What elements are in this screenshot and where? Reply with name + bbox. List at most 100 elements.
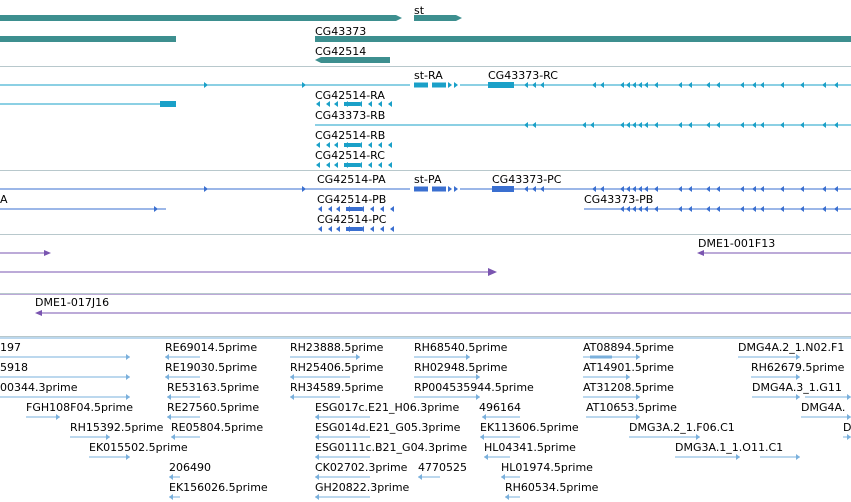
strand-arrow[interactable] <box>706 206 710 212</box>
strand-arrow[interactable] <box>638 186 642 192</box>
strand-arrow[interactable] <box>688 186 692 192</box>
strand-arrow[interactable] <box>204 82 208 88</box>
est-label[interactable]: RH60534.5prime <box>505 481 599 494</box>
strand-arrow[interactable] <box>780 122 784 128</box>
strand-arrow[interactable] <box>626 374 630 380</box>
strand-arrow[interactable] <box>632 186 636 192</box>
strand-arrow[interactable] <box>796 354 800 360</box>
strand-arrow[interactable] <box>636 414 640 420</box>
strand-arrow[interactable] <box>847 394 851 400</box>
strand-arrow[interactable] <box>476 374 480 380</box>
est-label[interactable]: 496164 <box>479 401 521 414</box>
transcript-label-st-ra[interactable]: st-RA <box>414 69 443 82</box>
strand-arrow[interactable] <box>752 82 756 88</box>
strand-arrow[interactable] <box>448 186 452 192</box>
transcript-label-cg43373-rc[interactable]: CG43373-RC <box>488 69 558 82</box>
strand-arrow[interactable] <box>56 414 60 420</box>
strand-arrow[interactable] <box>600 82 604 88</box>
strand-arrow[interactable] <box>620 186 624 192</box>
strand-arrow[interactable] <box>390 226 394 232</box>
exon-block[interactable] <box>344 163 360 167</box>
est-label[interactable]: HL04341.5prime <box>484 441 576 454</box>
strand-arrow[interactable] <box>834 186 838 192</box>
strand-arrow[interactable] <box>326 142 330 148</box>
strand-arrow[interactable] <box>644 206 648 212</box>
strand-arrow[interactable] <box>380 206 384 212</box>
strand-arrow[interactable] <box>505 494 509 500</box>
strand-arrow[interactable] <box>592 186 596 192</box>
strand-arrow[interactable] <box>106 434 110 440</box>
strand-arrow[interactable] <box>638 122 642 128</box>
strand-arrow[interactable] <box>620 206 624 212</box>
strand-arrow[interactable] <box>315 414 319 420</box>
strand-arrow[interactable] <box>626 82 630 88</box>
strand-arrow[interactable] <box>167 394 171 400</box>
strand-arrow[interactable] <box>822 122 826 128</box>
strand-arrow[interactable] <box>716 82 720 88</box>
est-label[interactable]: GH20822.3prime <box>315 481 410 494</box>
strand-arrow[interactable] <box>592 82 596 88</box>
strand-arrow[interactable] <box>716 122 720 128</box>
strand-arrow[interactable] <box>760 206 764 212</box>
est-label[interactable]: RH62679.5prime <box>751 361 845 374</box>
clone-label-dme1-001f13[interactable]: DME1-001F13 <box>698 237 776 250</box>
strand-arrow[interactable] <box>590 122 594 128</box>
strand-arrow[interactable] <box>154 206 158 212</box>
strand-arrow[interactable] <box>847 434 851 440</box>
exon-block[interactable] <box>488 82 514 88</box>
est-label[interactable]: RP004535944.5prime <box>414 381 534 394</box>
strand-arrow[interactable] <box>532 82 536 88</box>
strand-arrow[interactable] <box>126 354 130 360</box>
protein-label-a[interactable]: A <box>0 193 8 206</box>
strand-arrow[interactable] <box>126 374 130 380</box>
strand-arrow[interactable] <box>488 268 497 276</box>
strand-arrow[interactable] <box>388 142 392 148</box>
strand-arrow[interactable] <box>524 122 528 128</box>
gene-label-st[interactable]: st <box>414 4 425 17</box>
gene-bar[interactable] <box>0 15 396 21</box>
gene-label-cg42514[interactable]: CG42514 <box>315 45 367 58</box>
strand-arrow[interactable] <box>302 186 306 192</box>
strand-arrow[interactable] <box>800 186 804 192</box>
strand-arrow[interactable] <box>847 414 851 420</box>
strand-arrow[interactable] <box>165 354 169 360</box>
strand-arrow[interactable] <box>169 494 173 500</box>
strand-arrow[interactable] <box>800 82 804 88</box>
est-label[interactable]: ESG014d.E21_G05.3prime <box>315 421 461 434</box>
est-label[interactable]: ESG017c.E21_H06.3prime <box>315 401 460 414</box>
strand-arrow[interactable] <box>740 206 744 212</box>
strand-arrow[interactable] <box>620 122 624 128</box>
strand-arrow[interactable] <box>760 186 764 192</box>
strand-arrow[interactable] <box>126 394 130 400</box>
strand-arrow[interactable] <box>716 186 720 192</box>
strand-arrow[interactable] <box>716 206 720 212</box>
strand-arrow[interactable] <box>418 474 422 480</box>
strand-arrow[interactable] <box>636 394 640 400</box>
est-label[interactable]: EK113606.5prime <box>480 421 579 434</box>
strand-arrow[interactable] <box>315 57 321 63</box>
strand-arrow[interactable] <box>654 122 658 128</box>
strand-arrow[interactable] <box>644 122 648 128</box>
strand-arrow[interactable] <box>822 186 826 192</box>
strand-arrow[interactable] <box>760 122 764 128</box>
est-label[interactable]: RE19030.5prime <box>165 361 258 374</box>
strand-arrow[interactable] <box>328 226 332 232</box>
exon-block[interactable] <box>344 102 360 106</box>
transcript-label-cg42514-ra[interactable]: CG42514-RA <box>315 89 385 102</box>
est-label[interactable]: RH02948.5prime <box>414 361 508 374</box>
exon-block[interactable] <box>160 101 176 107</box>
strand-arrow[interactable] <box>370 206 374 212</box>
strand-arrow[interactable] <box>454 82 458 88</box>
strand-arrow[interactable] <box>165 374 169 380</box>
strand-arrow[interactable] <box>532 186 536 192</box>
strand-arrow[interactable] <box>524 186 528 192</box>
est-label[interactable]: DMG4A.2_1.N02.F1 <box>738 341 845 354</box>
est-label[interactable]: RH34589.5prime <box>290 381 384 394</box>
strand-arrow[interactable] <box>368 101 372 107</box>
strand-arrow[interactable] <box>482 414 486 420</box>
transcript-label-cg42514-rc[interactable]: CG42514-RC <box>315 149 385 162</box>
strand-arrow[interactable] <box>638 206 642 212</box>
gene-bar[interactable] <box>0 36 176 42</box>
protein-label-cg42514-pa[interactable]: CG42514-PA <box>317 173 386 186</box>
strand-arrow[interactable] <box>796 394 800 400</box>
